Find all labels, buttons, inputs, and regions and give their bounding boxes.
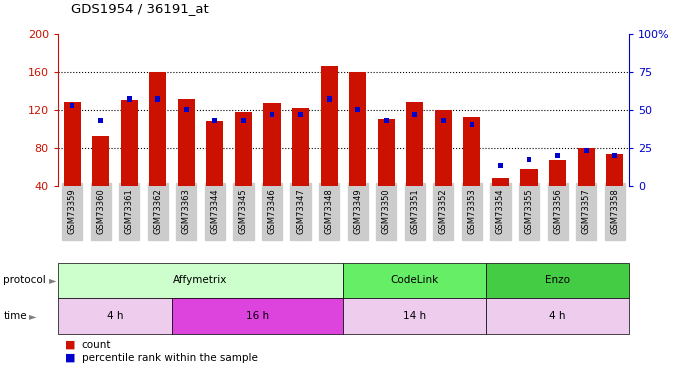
Bar <box>583 148 589 153</box>
Text: ►: ► <box>29 311 37 321</box>
Bar <box>206 121 224 186</box>
Text: percentile rank within the sample: percentile rank within the sample <box>82 353 258 363</box>
Bar <box>320 66 338 186</box>
Bar <box>184 107 189 112</box>
Bar <box>486 298 629 334</box>
Text: 16 h: 16 h <box>246 311 269 321</box>
Text: ■: ■ <box>65 340 75 350</box>
Text: protocol: protocol <box>3 275 46 285</box>
Text: ►: ► <box>49 275 56 285</box>
Bar <box>58 262 343 298</box>
Bar <box>58 298 172 334</box>
Bar <box>69 102 75 108</box>
Bar <box>520 170 538 186</box>
Bar <box>435 110 452 186</box>
Bar <box>526 157 532 162</box>
Bar <box>555 153 560 158</box>
Bar <box>343 298 486 334</box>
Text: Affymetrix: Affymetrix <box>173 275 228 285</box>
Bar <box>384 118 389 123</box>
Bar <box>269 112 275 117</box>
Bar <box>412 112 418 117</box>
Bar <box>98 118 103 123</box>
Bar <box>377 119 395 186</box>
Bar <box>498 163 503 168</box>
Text: count: count <box>82 340 111 350</box>
Bar <box>441 118 446 123</box>
Bar <box>606 154 624 186</box>
Bar <box>120 100 138 186</box>
Bar <box>241 118 246 123</box>
Bar <box>349 72 367 186</box>
Bar <box>149 72 167 186</box>
Bar <box>469 122 475 128</box>
Text: CodeLink: CodeLink <box>391 275 439 285</box>
Bar <box>63 102 81 186</box>
Bar <box>326 96 332 102</box>
Bar <box>463 117 481 186</box>
Bar <box>155 96 160 102</box>
Bar <box>235 112 252 186</box>
Text: Enzo: Enzo <box>545 275 570 285</box>
Bar <box>343 262 486 298</box>
Text: time: time <box>3 311 27 321</box>
Bar <box>172 298 343 334</box>
Bar <box>492 178 509 186</box>
Bar <box>177 99 195 186</box>
Bar <box>355 107 360 112</box>
Bar <box>212 118 218 123</box>
Bar <box>126 96 132 102</box>
Bar <box>612 153 617 158</box>
Bar <box>292 108 309 186</box>
Text: GDS1954 / 36191_at: GDS1954 / 36191_at <box>71 2 209 15</box>
Text: 4 h: 4 h <box>107 311 123 321</box>
Bar <box>298 112 303 117</box>
Bar <box>92 136 109 186</box>
Bar <box>577 148 595 186</box>
Bar <box>263 103 281 186</box>
Bar <box>406 102 424 186</box>
Text: 4 h: 4 h <box>549 311 566 321</box>
Text: 14 h: 14 h <box>403 311 426 321</box>
Bar <box>549 160 566 186</box>
Text: ■: ■ <box>65 353 75 363</box>
Bar <box>486 262 629 298</box>
